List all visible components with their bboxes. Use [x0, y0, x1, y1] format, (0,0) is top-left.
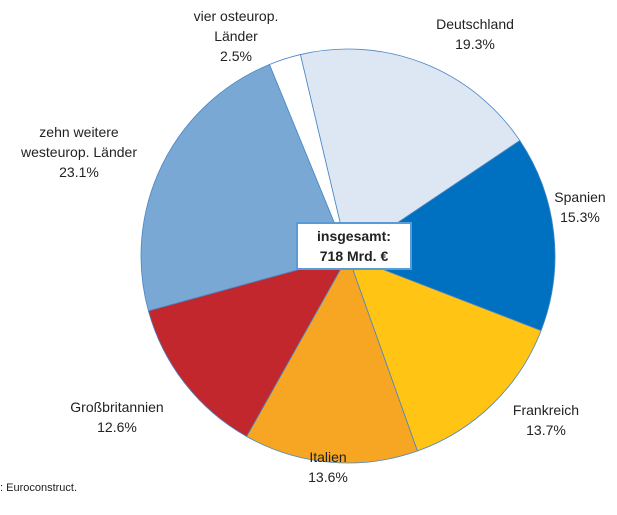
slice-label: Großbritannien 12.6% — [52, 397, 182, 437]
pie-slice — [268, 54, 349, 257]
slice-label: zehn weitere westeurop. Länder 23.1% — [9, 122, 149, 182]
center-label-line: insgesamt: — [317, 228, 391, 244]
slice-label: Italien 13.6% — [283, 447, 373, 487]
slice-value: 15.3% — [560, 209, 600, 225]
slice-value: 2.5% — [220, 48, 252, 64]
pie-slice — [347, 140, 556, 332]
slice-label: Spanien 15.3% — [535, 187, 617, 227]
pie-slice — [147, 255, 349, 438]
slice-value: 23.1% — [59, 164, 99, 180]
slice-label: Deutschland 19.3% — [410, 14, 540, 54]
slice-value: 19.3% — [455, 36, 495, 52]
pie-slice — [347, 255, 542, 452]
slice-name: Spanien — [554, 189, 606, 205]
center-label: insgesamt: 718 Mrd. € — [296, 222, 412, 270]
slice-name: zehn weitere westeurop. Länder — [21, 124, 137, 160]
slice-label: Frankreich 13.7% — [496, 400, 596, 440]
slice-value: 13.6% — [308, 469, 348, 485]
slice-value: 13.7% — [526, 422, 566, 438]
slice-name: Deutschland — [436, 16, 514, 32]
slice-name: Frankreich — [512, 402, 580, 418]
source: : Euroconstruct. — [0, 482, 78, 494]
pie-slice — [299, 48, 521, 257]
center-label-line: 718 Mrd. € — [319, 248, 389, 264]
slice-name: vier osteurop. Länder — [193, 8, 279, 44]
slice-label: vier osteurop. Länder 2.5% — [176, 6, 296, 66]
slice-name: Italien — [309, 449, 347, 465]
pie-slice — [246, 255, 418, 464]
slice-value: 12.6% — [97, 419, 137, 435]
slice-name: Großbritannien — [70, 399, 164, 415]
